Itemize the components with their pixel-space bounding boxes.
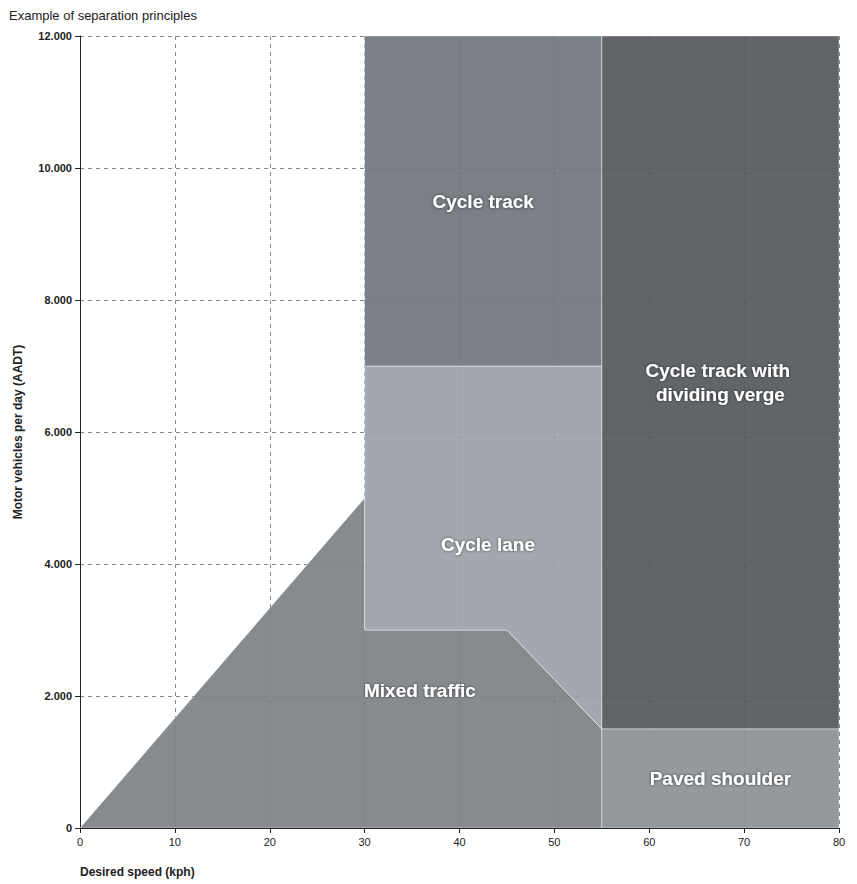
svg-text:6.000: 6.000 xyxy=(44,426,72,438)
svg-text:Cycle track: Cycle track xyxy=(433,191,535,212)
svg-text:20: 20 xyxy=(264,836,276,848)
svg-text:12.000: 12.000 xyxy=(38,30,72,42)
svg-text:Mixed traffic: Mixed traffic xyxy=(364,680,476,701)
svg-text:Paved shoulder: Paved shoulder xyxy=(650,768,792,789)
svg-text:Motor vehicles per day (AADT): Motor vehicles per day (AADT) xyxy=(11,345,25,520)
svg-text:Cycle lane: Cycle lane xyxy=(441,534,535,555)
svg-text:30: 30 xyxy=(359,836,371,848)
svg-text:50: 50 xyxy=(548,836,560,848)
svg-text:10.000: 10.000 xyxy=(38,162,72,174)
svg-text:dividing verge: dividing verge xyxy=(656,384,785,405)
svg-text:60: 60 xyxy=(643,836,655,848)
svg-text:Cycle track with: Cycle track with xyxy=(645,360,795,381)
svg-text:80: 80 xyxy=(833,836,845,848)
svg-text:Example of separation principl: Example of separation principles xyxy=(9,8,197,23)
svg-text:0: 0 xyxy=(77,836,83,848)
svg-text:4.000: 4.000 xyxy=(44,558,72,570)
svg-text:Desired speed (kph): Desired speed (kph) xyxy=(80,865,195,879)
svg-text:10: 10 xyxy=(169,836,181,848)
svg-text:8.000: 8.000 xyxy=(44,294,72,306)
svg-text:40: 40 xyxy=(453,836,465,848)
svg-text:2.000: 2.000 xyxy=(44,690,72,702)
svg-text:70: 70 xyxy=(738,836,750,848)
svg-text:0: 0 xyxy=(66,822,72,834)
